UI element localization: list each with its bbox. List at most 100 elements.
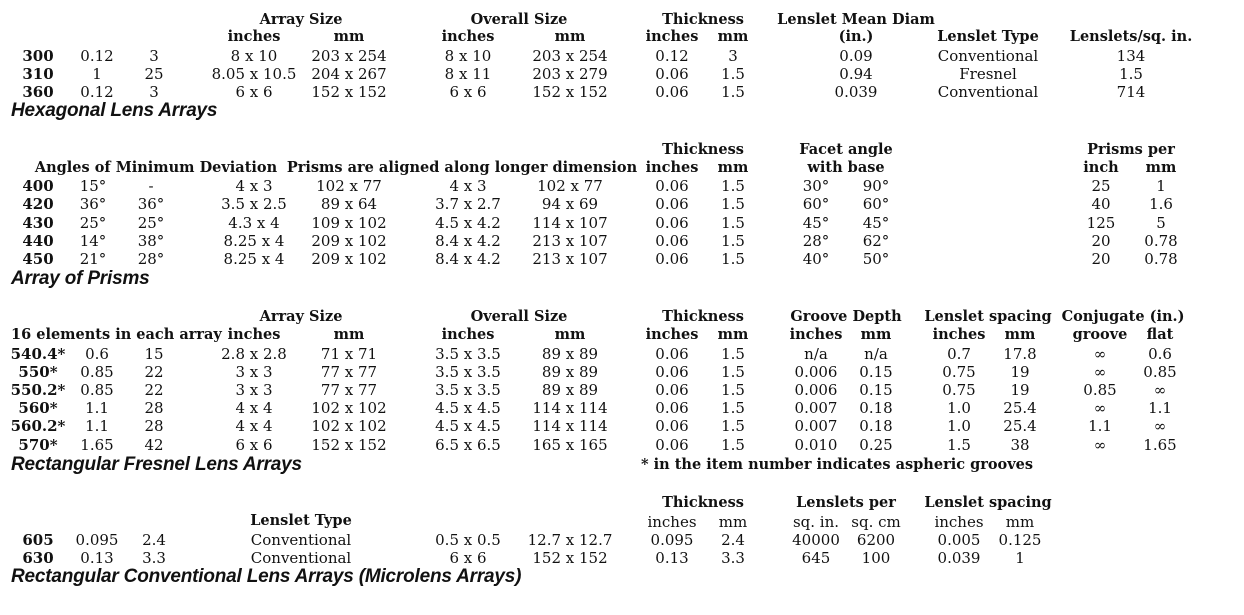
table-cell: 1.6 [1149,195,1173,213]
table-cell: 90° [862,177,890,195]
table-cell: 0.85 [1143,363,1177,381]
prisms-per-inch-header: inch [1083,159,1119,176]
array-size-header: Array Size [259,308,343,325]
aspheric-footnote: * in the item number indicates aspheric … [641,456,1034,473]
table-cell: 3.5 x 3.5 [435,345,501,363]
table-cell: 0.75 [942,363,976,381]
table-cell: 152 x 152 [532,549,608,567]
elements-per-array-header: 16 elements in each array [11,326,222,343]
table-cell: 114 x 107 [532,214,608,232]
table-cell: 4 x 3 [449,177,487,195]
table-cell: Conventional [937,47,1039,65]
table-cell: 3 x 3 [235,381,273,399]
table-cell: 3.7 x 2.7 [435,195,501,213]
lenslet-spacing-header: Lenslet spacing [924,308,1052,325]
table-cell: 3.5 x 3.5 [435,363,501,381]
table-cell: 2.8 x 2.8 [221,345,287,363]
table-cell: 3.5 x 3.5 [435,381,501,399]
table-cell: 203 x 279 [532,65,608,83]
table-cell: 1 [1015,549,1025,567]
table-cell: 0.85 [1083,381,1117,399]
table-cell: 4.5 x 4.5 [435,417,501,435]
table-cell: 3 [728,47,738,65]
table-cell: 0.13 [655,549,689,567]
item-number-cell: 450 [22,250,54,268]
per-sq-cm-header: sq. cm [851,513,901,531]
table-cell: 209 x 102 [311,232,387,250]
table-cell: 1.0 [947,399,971,417]
table-cell: 25° [137,214,165,232]
item-number-cell: 420 [22,195,54,213]
array-inches-header: inches [227,326,281,343]
table-cell: 3 x 3 [235,363,273,381]
table-cell: 38 [1010,436,1030,454]
table-cell: 3 [149,83,159,101]
table-cell: 114 x 114 [532,399,608,417]
item-number-cell: 300 [22,47,54,65]
table-cell: 4 x 4 [235,417,273,435]
table-cell: 2.4 [721,531,745,549]
table-cell: 6200 [856,531,896,549]
table-cell: 4.3 x 4 [228,214,280,232]
table-cell: 152 x 152 [311,436,387,454]
table-cell: 1.5 [1119,65,1143,83]
table-cell: ∞ [1153,417,1167,435]
prisms-per-mm-header: mm [1145,159,1177,176]
table-cell: 15° [79,177,107,195]
facet-with-base-header: with base [807,159,885,176]
table-cell: 0.12 [655,47,689,65]
table-cell: 30° [802,177,830,195]
table-cell: 1 [92,65,102,83]
table-cell: 5 [1156,214,1166,232]
table-cell: 0.06 [655,363,689,381]
table-cell: 1.1 [85,417,109,435]
table-cell: 8.25 x 4 [223,250,285,268]
lenslets-per-header: Lenslets per [796,494,896,511]
table-cell: 102 x 102 [311,399,387,417]
table-cell: 102 x 77 [316,177,382,195]
table-cell: 0.06 [655,345,689,363]
table-cell: 6 x 6 [449,549,487,567]
table-cell: 22 [144,363,164,381]
microlens-section-title: Rectangular Conventional Lens Arrays (Mi… [11,566,522,587]
table-cell: 40 [1091,195,1111,213]
table-cell: 0.94 [839,65,873,83]
table-cell: 17.8 [1003,345,1037,363]
table-cell: 0.15 [859,381,893,399]
table-cell: 60° [862,195,890,213]
table-cell: 0.006 [794,381,838,399]
table-cell: 8 x 11 [444,65,492,83]
table-cell: n/a [864,345,888,363]
table-cell: Conventional [937,83,1039,101]
lenslet-type-header: Lenslet Type [937,28,1039,45]
table-cell: 203 x 254 [532,47,608,65]
table-cell: ∞ [1153,381,1167,399]
thickness-inches-header: inches [647,513,697,531]
array-size-header: Array Size [259,11,343,28]
overall-inches-header: inches [441,28,495,45]
table-cell: 1.5 [721,83,745,101]
per-sq-in-header: sq. in. [792,513,840,531]
table-cell: 209 x 102 [311,250,387,268]
table-cell: 165 x 165 [532,436,608,454]
prisms-section-title: Array of Prisms [11,268,150,289]
table-cell: 25.4 [1003,417,1037,435]
table-cell: 0.18 [859,417,893,435]
table-cell: 0.5 x 0.5 [435,531,501,549]
table-cell: 0.095 [75,531,119,549]
overall-size-header: Overall Size [470,11,568,28]
thickness-mm-header: mm [717,326,749,343]
table-cell: 0.78 [1144,250,1178,268]
lenslet-mean-diam-header: Lenslet Mean Diam [777,11,935,28]
table-cell: 4.5 x 4.2 [435,214,501,232]
table-cell: 0.039 [834,83,878,101]
table-cell: 8 x 10 [444,47,492,65]
hexagonal-section-title: Hexagonal Lens Arrays [11,100,218,121]
table-cell: n/a [804,345,828,363]
table-cell: 3 [149,47,159,65]
table-cell: ∞ [1093,363,1107,381]
table-cell: 1.5 [721,381,745,399]
table-cell: 20 [1091,232,1111,250]
table-cell: 0.18 [859,399,893,417]
thickness-inches-header: inches [645,28,699,45]
